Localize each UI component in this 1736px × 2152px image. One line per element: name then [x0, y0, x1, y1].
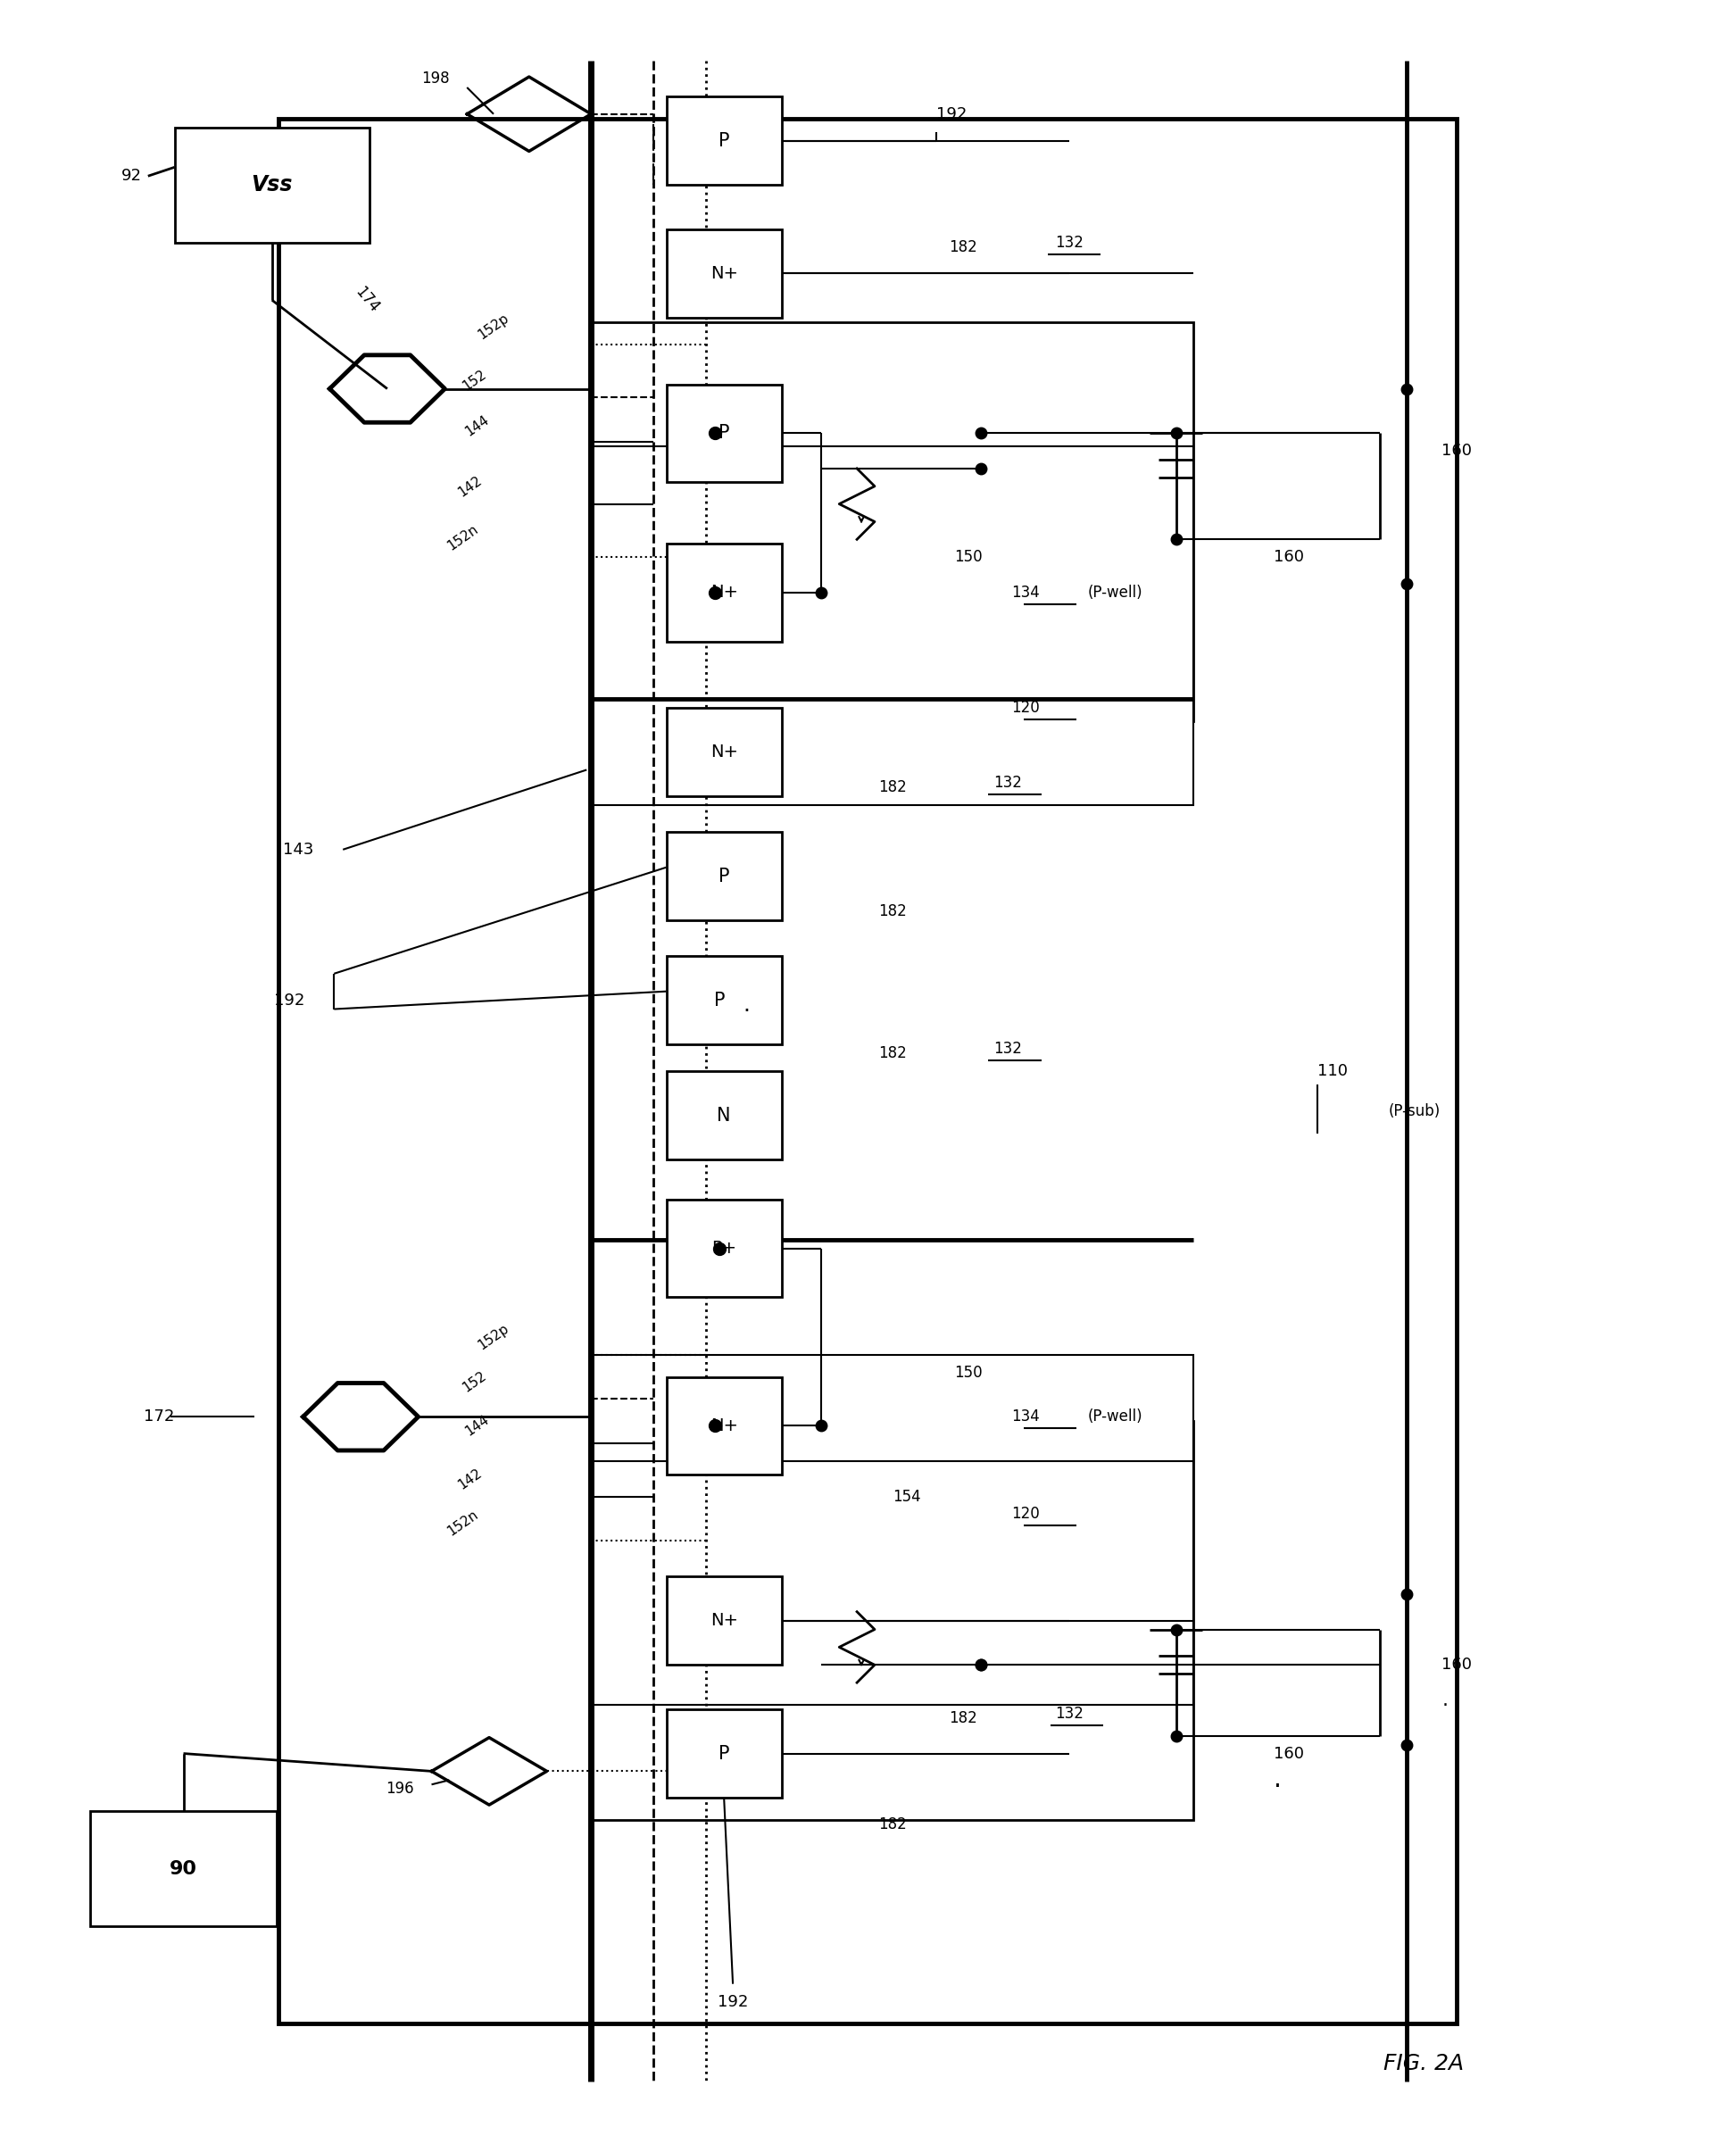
- Text: 152p: 152p: [476, 1321, 512, 1351]
- Text: .: .: [1274, 1767, 1281, 1793]
- Text: 160: 160: [1274, 1745, 1304, 1762]
- Text: 174: 174: [352, 284, 382, 316]
- Text: 172: 172: [144, 1410, 174, 1425]
- Text: 134: 134: [1010, 585, 1040, 600]
- Bar: [590, 445, 1194, 721]
- Text: Vss: Vss: [252, 174, 293, 196]
- Text: .: .: [1443, 1691, 1448, 1709]
- Text: N+: N+: [710, 745, 738, 760]
- Text: P: P: [719, 424, 729, 441]
- Text: N: N: [717, 1106, 731, 1123]
- Text: 160: 160: [1443, 1657, 1472, 1672]
- Text: 132: 132: [993, 1042, 1023, 1057]
- Text: 143: 143: [283, 841, 314, 859]
- Text: 120: 120: [1010, 699, 1040, 717]
- Text: 150: 150: [955, 549, 983, 566]
- Bar: [278, 118, 1457, 2023]
- Bar: [667, 1575, 781, 1666]
- Text: .: .: [743, 994, 750, 1016]
- Text: N+: N+: [710, 265, 738, 282]
- Bar: [667, 230, 781, 318]
- Text: (P-sub): (P-sub): [1389, 1104, 1441, 1119]
- Text: 154: 154: [892, 1489, 920, 1504]
- Text: 152n: 152n: [444, 523, 481, 553]
- Text: N+: N+: [710, 583, 738, 600]
- Text: 120: 120: [1010, 1506, 1040, 1521]
- Text: FIG. 2A: FIG. 2A: [1384, 2053, 1463, 2075]
- Text: 152n: 152n: [444, 1509, 481, 1539]
- Text: P: P: [713, 992, 726, 1009]
- Bar: [90, 1812, 276, 1926]
- Bar: [667, 1072, 781, 1160]
- Text: P: P: [719, 1745, 729, 1762]
- Bar: [590, 699, 1194, 805]
- Bar: [175, 127, 370, 243]
- Text: N+: N+: [710, 1418, 738, 1433]
- Bar: [667, 955, 781, 1044]
- Text: 132: 132: [1055, 1707, 1083, 1722]
- Text: 182: 182: [878, 1046, 906, 1061]
- Text: 160: 160: [1274, 549, 1304, 566]
- Bar: [590, 323, 1194, 721]
- Bar: [667, 97, 781, 185]
- Text: 144: 144: [464, 1412, 491, 1438]
- Text: 192: 192: [717, 1993, 748, 2010]
- Text: 182: 182: [878, 904, 906, 919]
- Text: 152: 152: [460, 368, 490, 394]
- Text: 182: 182: [950, 1711, 977, 1726]
- Bar: [667, 833, 781, 921]
- Text: 134: 134: [1010, 1410, 1040, 1425]
- Text: 192: 192: [937, 105, 967, 123]
- Text: 192: 192: [274, 992, 306, 1009]
- Text: 152p: 152p: [476, 312, 512, 342]
- Text: 182: 182: [950, 239, 977, 254]
- Text: 198: 198: [422, 71, 450, 86]
- Text: 110: 110: [1318, 1063, 1349, 1078]
- Text: P: P: [719, 131, 729, 148]
- Text: 142: 142: [457, 1466, 484, 1491]
- Text: 150: 150: [955, 1364, 983, 1379]
- Bar: [590, 1431, 1194, 1704]
- Text: 132: 132: [993, 775, 1023, 792]
- Text: 152: 152: [460, 1369, 490, 1394]
- Text: 142: 142: [457, 473, 484, 499]
- Text: 144: 144: [464, 413, 491, 439]
- Text: 90: 90: [170, 1859, 198, 1879]
- Bar: [667, 544, 781, 641]
- Text: 196: 196: [385, 1782, 413, 1797]
- Bar: [667, 1709, 781, 1797]
- Text: (P-well): (P-well): [1087, 1410, 1142, 1425]
- Bar: [590, 1420, 1194, 1821]
- Bar: [667, 708, 781, 796]
- Text: 182: 182: [878, 779, 906, 796]
- Text: 92: 92: [122, 168, 142, 185]
- Bar: [667, 1199, 781, 1298]
- Bar: [667, 385, 781, 482]
- Bar: [590, 1356, 1194, 1461]
- Text: P+: P+: [712, 1240, 736, 1257]
- Text: 160: 160: [1443, 443, 1472, 458]
- Bar: [667, 1377, 781, 1474]
- Text: 182: 182: [878, 1816, 906, 1834]
- Text: N+: N+: [710, 1612, 738, 1629]
- Text: 132: 132: [1055, 235, 1083, 250]
- Text: P: P: [719, 867, 729, 884]
- Text: (P-well): (P-well): [1087, 585, 1142, 600]
